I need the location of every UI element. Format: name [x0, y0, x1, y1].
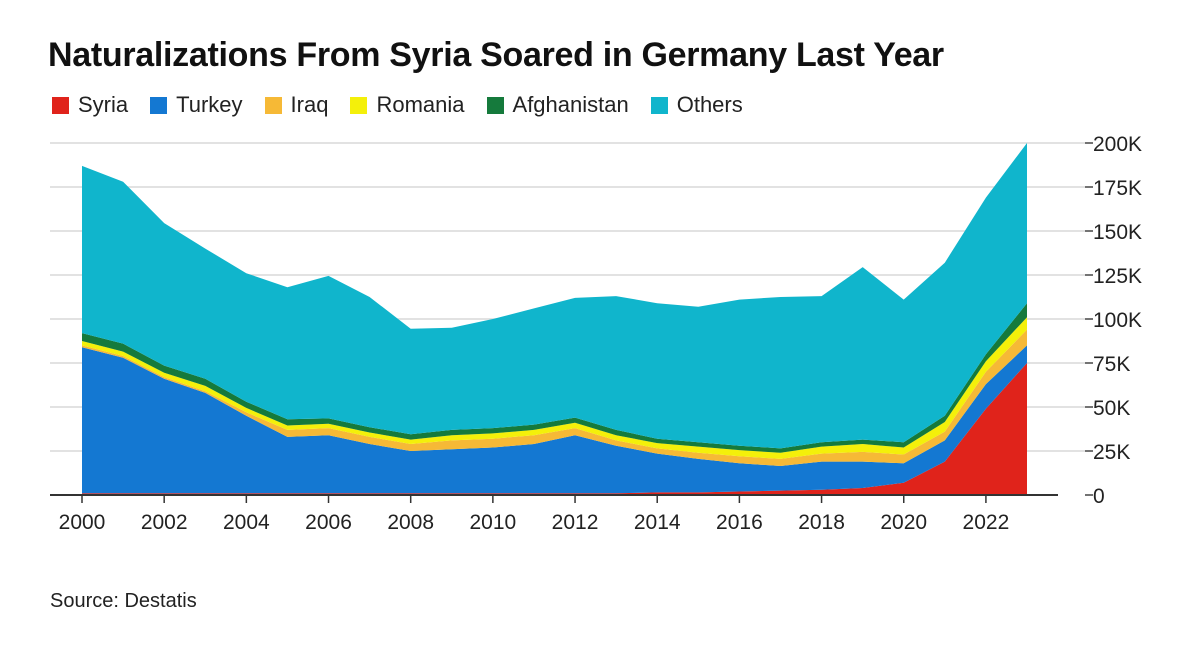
x-tick-label: 2006 — [305, 511, 352, 534]
legend-swatch — [264, 96, 282, 114]
x-tick-label: 2002 — [141, 511, 188, 534]
x-tick-label: 2010 — [470, 511, 517, 534]
y-tick-label: 25K — [1093, 441, 1130, 464]
legend-swatch — [52, 96, 69, 114]
legend-label: Iraq — [290, 92, 329, 117]
y-tick-label: 50K — [1093, 397, 1130, 420]
x-tick-label: 2022 — [963, 511, 1010, 534]
legend-item-syria: Syria — [52, 92, 128, 118]
area-afghanistan — [82, 303, 1027, 453]
legend-item-others: Others — [650, 92, 743, 118]
y-tick-label: 125K — [1093, 265, 1142, 288]
area-syria — [82, 363, 1027, 495]
x-tick-label: 2016 — [716, 511, 763, 534]
y-tick-label: 75K — [1093, 353, 1130, 376]
legend-label: Syria — [78, 92, 129, 117]
y-tick-label: 150K — [1093, 221, 1142, 244]
legend-label: Afghanistan — [512, 92, 629, 117]
source-note: Source: Destatis — [50, 590, 197, 612]
x-tick-label: 2000 — [59, 511, 106, 534]
y-tick-label: 175K — [1093, 177, 1142, 200]
legend-item-turkey: Turkey — [150, 92, 243, 118]
area-turkey — [82, 345, 1027, 494]
legend-label: Others — [676, 92, 743, 117]
y-tick-label: 200K — [1093, 133, 1142, 156]
chart-title: Naturalizations From Syria Soared in Ger… — [48, 36, 944, 74]
legend-swatch — [150, 96, 168, 114]
x-tick-label: 2014 — [634, 511, 681, 534]
x-tick-label: 2004 — [223, 511, 270, 534]
legend-swatch — [486, 96, 504, 114]
legend-item-iraq: Iraq — [264, 92, 329, 118]
y-tick-label: 100K — [1093, 309, 1142, 332]
legend-item-romania: Romania — [350, 92, 465, 118]
area-others — [82, 143, 1027, 449]
axes: 0 25K 50K 75K 100K 125K 150K 175K 200K 2000 2002 20… — [50, 133, 1142, 534]
area-romania — [82, 317, 1027, 459]
legend-label: Turkey — [176, 92, 243, 117]
legend: Syria Turkey Iraq Romania Afghanistan Others — [52, 92, 765, 118]
legend-item-afghanistan: Afghanistan — [486, 92, 629, 118]
x-tick-label: 2012 — [552, 511, 599, 534]
y-tick-label: 0 — [1093, 485, 1105, 508]
legend-swatch — [350, 96, 368, 114]
x-tick-label: 2020 — [880, 511, 927, 534]
area-series — [82, 143, 1027, 495]
legend-swatch — [650, 96, 668, 114]
area-iraq — [82, 329, 1027, 466]
legend-label: Romania — [376, 92, 465, 117]
x-tick-label: 2008 — [387, 511, 434, 534]
x-tick-label: 2018 — [798, 511, 845, 534]
